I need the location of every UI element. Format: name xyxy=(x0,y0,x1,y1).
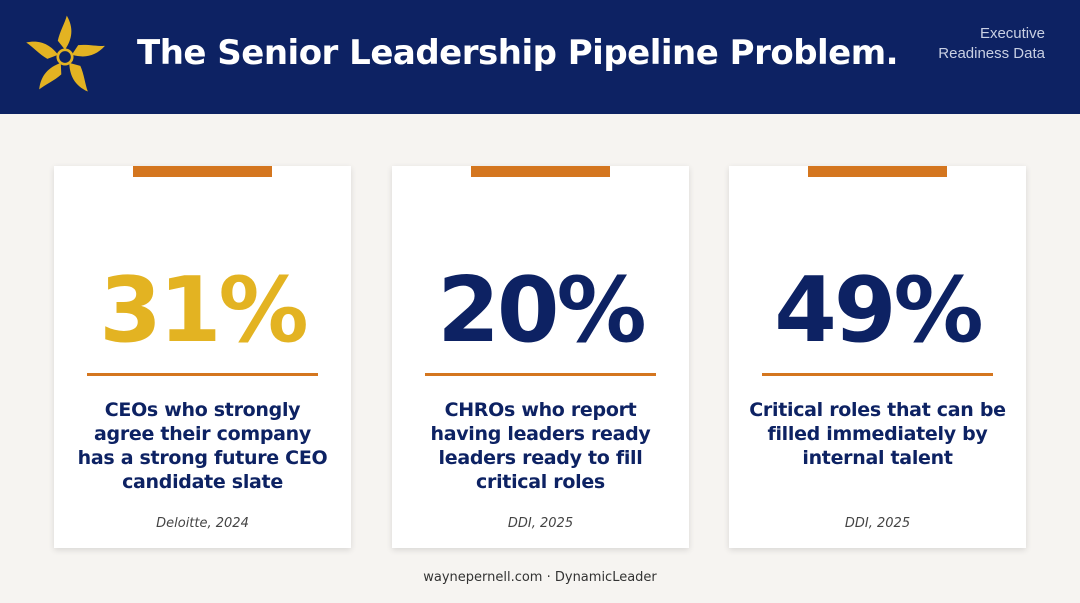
header-banner: The Senior Leadership Pipeline Problem. … xyxy=(0,0,1080,114)
card-divider xyxy=(762,373,993,376)
card-accent-bar xyxy=(808,166,947,177)
footer-credit: waynepernell.com · DynamicLeader xyxy=(423,570,657,585)
stat-source: DDI, 2025 xyxy=(844,516,911,531)
card-divider xyxy=(87,373,318,376)
stat-value: 49% xyxy=(774,258,983,363)
stat-source: DDI, 2025 xyxy=(507,516,574,531)
stat-card-chro: 20% CHROs who report having leaders read… xyxy=(392,166,689,548)
stat-description: CEOs who strongly agree their company ha… xyxy=(77,399,328,493)
stat-description: CHROs who report having leaders ready le… xyxy=(430,399,651,493)
stat-card-critical-roles: 49% Critical roles that can be filled im… xyxy=(729,166,1026,548)
card-accent-bar xyxy=(471,166,610,177)
header-tag: Executive Readiness Data xyxy=(938,25,1045,62)
stat-source: Deloitte, 2024 xyxy=(156,516,249,531)
stat-card-ceo: 31% CEOs who strongly agree their compan… xyxy=(54,166,351,548)
stat-value: 31% xyxy=(99,258,308,363)
card-divider xyxy=(425,373,656,376)
stat-value: 20% xyxy=(437,258,646,363)
stat-description: Critical roles that can be filled immedi… xyxy=(749,399,1006,469)
card-accent-bar xyxy=(133,166,272,177)
sunburst-people-logo xyxy=(26,15,105,92)
page-title: The Senior Leadership Pipeline Problem. xyxy=(137,33,899,73)
